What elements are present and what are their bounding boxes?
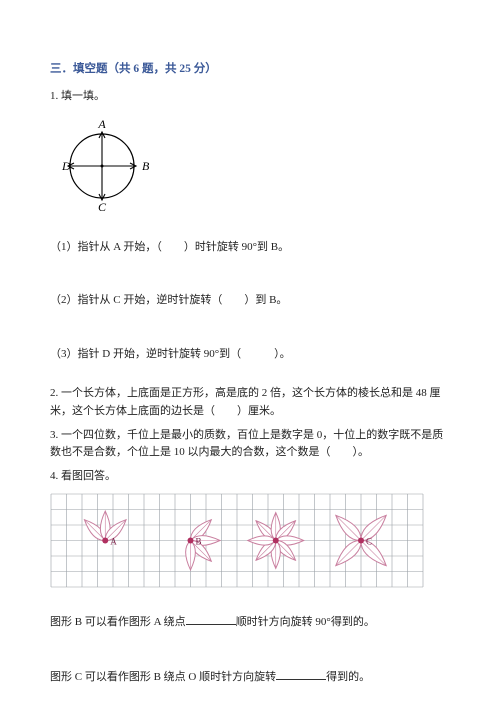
q4-answer1: 图形 B 可以看作图形 A 绕点 顺时针方向旋转 90°得到的。 (50, 613, 450, 632)
section-title: 三．填空题（共 6 题，共 25 分） (50, 60, 450, 78)
label-B: B (142, 159, 150, 173)
circle-pointer-diagram: A B C D (60, 116, 450, 219)
q1-sub1: （1）指针从 A 开始，（ ）时针旋转 90°到 B。 (50, 239, 450, 257)
q4-ans1-pre: 图形 B 可以看作图形 A 绕点 (50, 616, 186, 628)
q4-ans2-post: 得到的。 (326, 671, 370, 683)
q4-answer2: 图形 C 可以看作图形 B 绕点 O 顺时针方向旋转 得到的。 (50, 668, 450, 687)
q3-text: 3. 一个四位数，千位上是最小的质数，百位上是数字是 0，十位上的数字既不是质数… (50, 427, 450, 462)
q4-prompt: 4. 看图回答。 (50, 468, 450, 486)
label-A: A (97, 117, 106, 131)
svg-text:B: B (196, 537, 202, 547)
q1-sub2: （2）指针从 C 开始，逆时针旋转（ ）到 B。 (50, 292, 450, 310)
q2-text: 2. 一个长方体，上底面是正方形，高是底的 2 倍，这个长方体的棱长总和是 48… (50, 385, 450, 420)
q4-ans1-post: 顺时针方向旋转 90°得到的。 (236, 616, 375, 628)
petal-grid-diagram: A B C (50, 493, 450, 595)
svg-text:C: C (366, 537, 372, 547)
svg-text:A: A (110, 537, 117, 547)
blank-1 (186, 613, 236, 625)
q1-sub3: （3）指针 D 开始，逆时针旋转 90°到（ ）。 (50, 346, 450, 364)
blank-2 (276, 668, 326, 680)
label-C: C (98, 200, 107, 212)
label-D: D (61, 159, 71, 173)
q4-ans2-pre: 图形 C 可以看作图形 B 绕点 O 顺时针方向旋转 (50, 671, 276, 683)
q1-prompt: 1. 填一填。 (50, 88, 450, 106)
